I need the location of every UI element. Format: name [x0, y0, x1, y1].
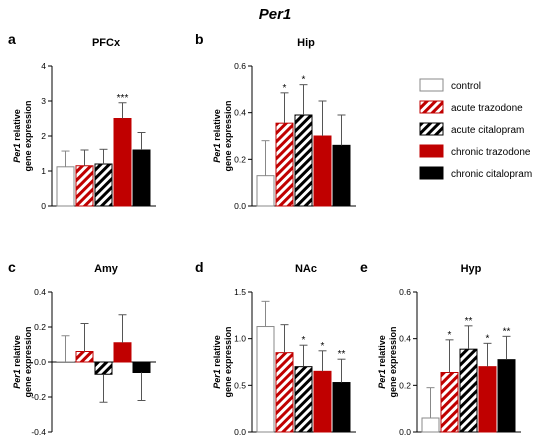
bar-acute-trazodone — [75, 165, 94, 207]
bar-acute-trazodone — [440, 372, 459, 433]
significance-marker: * — [486, 333, 490, 344]
panel-title: Hyp — [461, 263, 482, 275]
significance-marker: ** — [338, 349, 346, 360]
significance-marker: * — [302, 335, 306, 346]
bar-chronic-citalopram — [332, 144, 351, 207]
bar-chronic-trazodone — [478, 366, 497, 433]
y-tick-label: 0.2 — [234, 154, 246, 164]
bar-control — [56, 166, 75, 207]
y-tick-label: 1.0 — [234, 334, 246, 344]
y-tick-label: 0.0 — [34, 357, 46, 367]
significance-marker: ** — [465, 316, 473, 327]
panel-title: Amy — [94, 263, 119, 275]
legend-label: control — [451, 81, 481, 92]
panel-pfcx: a PFCx Per1 relativegene expression 0 1 2 3 4 **… — [8, 31, 156, 211]
panel-amy: c Amy Per1 relativegene expression -0.4 -0.2… — [8, 259, 156, 437]
bar-chronic-citalopram — [332, 382, 351, 433]
panel-letter: e — [360, 259, 368, 275]
significance-marker: * — [302, 75, 306, 86]
legend-item: acute citalopram — [419, 122, 524, 136]
y-tick-label: 0.4 — [234, 108, 246, 118]
y-tick-label: 3 — [41, 96, 46, 106]
y-tick-label: 0.0 — [234, 201, 246, 211]
panel-letter: a — [8, 31, 16, 47]
panel-hyp: e Hyp Per1 relativegene expression 0.0 0.2 0.… — [360, 259, 521, 437]
y-tick-label: 2 — [41, 131, 46, 141]
y-tick-label: 0.0 — [399, 427, 411, 437]
panel-letter: d — [195, 259, 204, 275]
bar-control — [256, 175, 275, 207]
legend-label: acute trazodone — [451, 103, 523, 114]
bar-acute-trazodone — [75, 351, 94, 363]
panel-nac: d NAc Per1 relativegene expression 0.0 0.5 1.… — [195, 259, 356, 437]
y-tick-label: 0.4 — [399, 334, 411, 344]
y-tick-label: 0.6 — [399, 287, 411, 297]
legend-swatch — [419, 166, 444, 180]
bar-control — [421, 417, 440, 433]
y-tick-label: 0.6 — [234, 61, 246, 71]
panel-title: PFCx — [92, 37, 121, 49]
bar-control — [256, 326, 275, 433]
bar-acute-trazodone — [275, 352, 294, 433]
y-axis-label: Per1 relativegene expression — [212, 100, 233, 171]
bar-chronic-trazodone — [113, 342, 132, 363]
y-axis-label: Per1 relativegene expression — [212, 326, 233, 397]
y-tick-label: 0 — [41, 201, 46, 211]
bar-chronic-citalopram — [497, 359, 516, 433]
legend-swatch — [419, 144, 444, 158]
bar-chronic-trazodone — [113, 118, 132, 207]
bar-acute-citalopram — [459, 348, 478, 433]
legend-item: chronic trazodone — [419, 144, 531, 158]
figure-title: Per1 — [259, 6, 292, 23]
legend-item: acute trazodone — [419, 100, 523, 114]
y-tick-label: 0.2 — [34, 322, 46, 332]
bar-chronic-trazodone — [313, 135, 332, 207]
y-tick-label: 1.5 — [234, 287, 246, 297]
bar-chronic-trazodone — [313, 370, 332, 433]
significance-marker: * — [448, 330, 452, 341]
bar-chronic-citalopram — [132, 149, 151, 207]
legend-label: acute citalopram — [451, 125, 524, 136]
y-tick-label: 0.5 — [234, 380, 246, 390]
bar-acute-citalopram — [94, 361, 113, 375]
legend-label: chronic citalopram — [451, 169, 532, 180]
y-tick-label: 4 — [41, 61, 46, 71]
bar-acute-citalopram — [294, 114, 313, 207]
legend-item: chronic citalopram — [419, 166, 532, 180]
legend-item: control — [419, 78, 481, 92]
panel-letter: b — [195, 31, 204, 47]
panel-title: Hip — [297, 37, 315, 49]
y-tick-label: 1 — [41, 166, 46, 176]
legend-swatch — [419, 100, 444, 114]
y-tick-label: -0.4 — [31, 427, 46, 437]
bar-control — [56, 361, 75, 363]
significance-marker: *** — [117, 93, 129, 104]
y-tick-label: -0.2 — [31, 392, 46, 402]
legend-label: chronic trazodone — [451, 147, 531, 158]
bar-chronic-citalopram — [132, 361, 151, 373]
panel-title: NAc — [295, 263, 317, 275]
y-tick-label: 0.2 — [399, 380, 411, 390]
panel-letter: c — [8, 259, 16, 275]
legend-swatch — [419, 122, 444, 136]
y-tick-label: 0.4 — [34, 287, 46, 297]
bar-acute-citalopram — [94, 163, 113, 207]
y-axis-label: Per1 relativegene expression — [12, 326, 33, 397]
y-tick-label: 0.0 — [234, 427, 246, 437]
y-axis-label: Per1 relativegene expression — [12, 100, 33, 171]
bar-acute-trazodone — [275, 122, 294, 207]
legend-swatch — [419, 78, 444, 92]
bar-acute-citalopram — [294, 366, 313, 433]
panel-hip: b Hip Per1 relativegene expression 0.0 0.2 0.… — [195, 31, 356, 211]
legend: control acute trazodone acute citalopram ch… — [419, 78, 532, 180]
significance-marker: ** — [503, 326, 511, 337]
y-axis-label: Per1 relativegene expression — [377, 326, 398, 397]
significance-marker: * — [283, 83, 287, 94]
significance-marker: * — [321, 341, 325, 352]
